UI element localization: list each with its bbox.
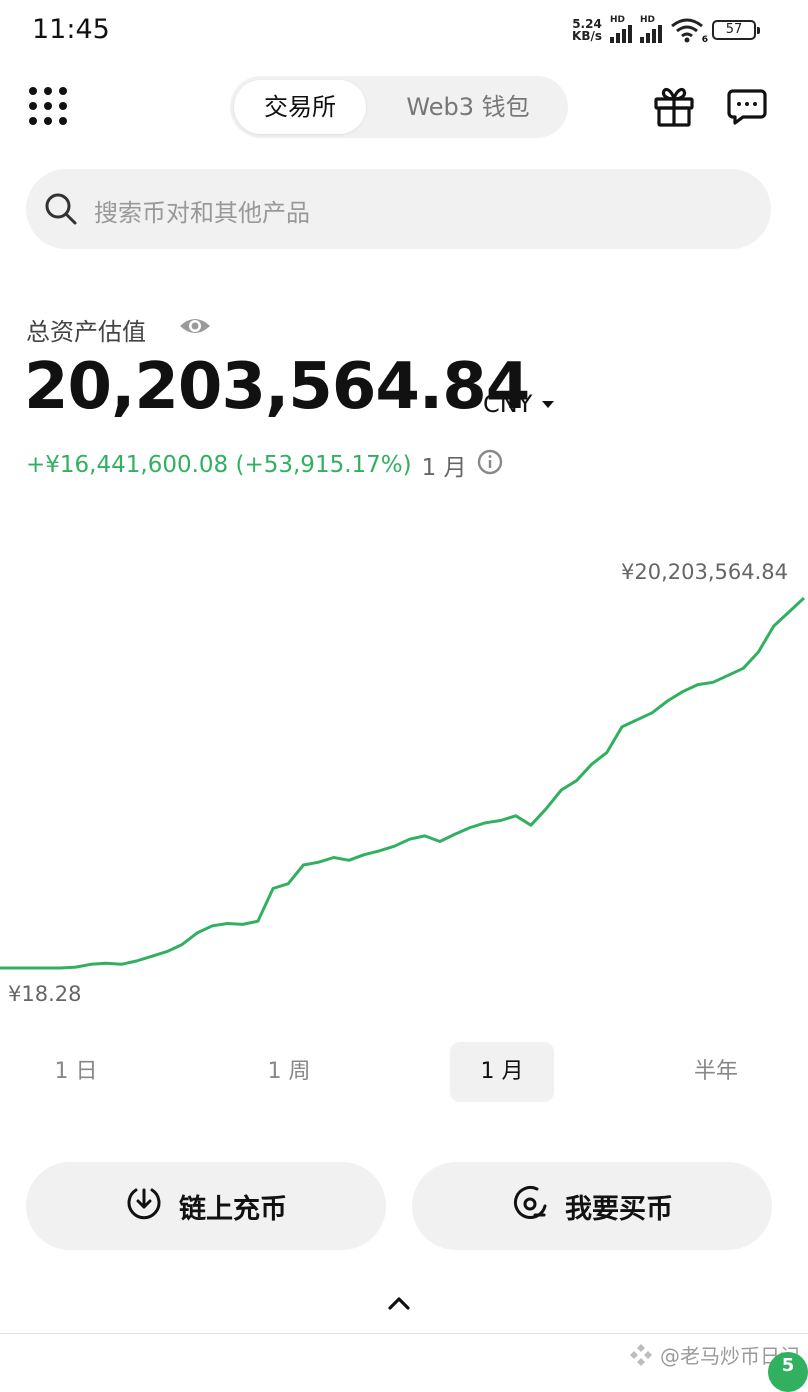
buy-coin-icon [511,1184,549,1229]
download-icon [125,1184,163,1229]
watermark-logo-icon [630,1343,652,1366]
search-input[interactable] [26,169,771,249]
search-icon [43,191,79,231]
buy-crypto-button[interactable]: 我要买币 [412,1162,772,1250]
network-speed-unit: KB/s [572,28,602,43]
chart-min-label: ¥18.28 [8,982,82,1006]
onchain-deposit-button[interactable]: 链上充币 [26,1162,386,1250]
eye-icon[interactable] [178,314,212,342]
chart-series-line [0,596,806,970]
currency-select[interactable]: CNY [483,390,555,418]
info-icon[interactable] [477,449,503,481]
tab-web3-wallet[interactable]: Web3 钱包 [406,93,530,121]
chevron-up-icon[interactable] [386,1294,412,1316]
signal-2-label: HD [640,15,656,25]
pnl-value: +¥16,441,600.08 (+53,915.17%) [26,452,412,478]
network-speed-value: 5.24 [572,16,602,31]
total-assets-label: 总资产估值 [26,318,146,346]
apps-grid-icon[interactable] [29,87,69,127]
period-tab-1d[interactable]: 1 日 [54,1059,98,1084]
caret-down-icon [542,400,555,408]
signal-1-label: HD [610,15,626,25]
wifi-icon: 6 [670,17,708,45]
battery-icon: 57 [712,19,760,40]
asset-chart[interactable] [0,520,808,1020]
network-speed: 5.24 KB/s [572,18,602,42]
chart-max-label: ¥20,203,564.84 [621,560,788,584]
wifi-sub-label: 6 [701,34,708,45]
signal-1-icon: HD [610,16,632,43]
buy-label: 我要买币 [565,1193,673,1225]
total-assets-value: 20,203,564.84 [24,350,530,424]
deposit-label: 链上充币 [179,1193,287,1225]
status-indicators: 5.24 KB/s HD HD 6 57 [572,16,760,45]
floating-badge[interactable]: 5 [768,1352,808,1392]
period-tab-1m[interactable]: 1 月 [450,1042,554,1102]
period-tab-6m[interactable]: 半年 [693,1059,738,1084]
pnl-row: +¥16,441,600.08 (+53,915.17%) 1 月 [26,448,503,482]
pnl-period: 1 月 [421,455,467,481]
divider [0,1333,808,1334]
tab-exchange[interactable]: 交易所 [234,80,366,134]
message-icon[interactable] [727,88,767,130]
signal-2-icon: HD [640,16,662,43]
status-time: 11:45 [32,14,110,45]
search-placeholder: 搜索币对和其他产品 [94,199,310,227]
currency-label: CNY [483,390,533,418]
period-tab-1w[interactable]: 1 周 [267,1059,311,1084]
gift-icon[interactable] [652,86,696,132]
